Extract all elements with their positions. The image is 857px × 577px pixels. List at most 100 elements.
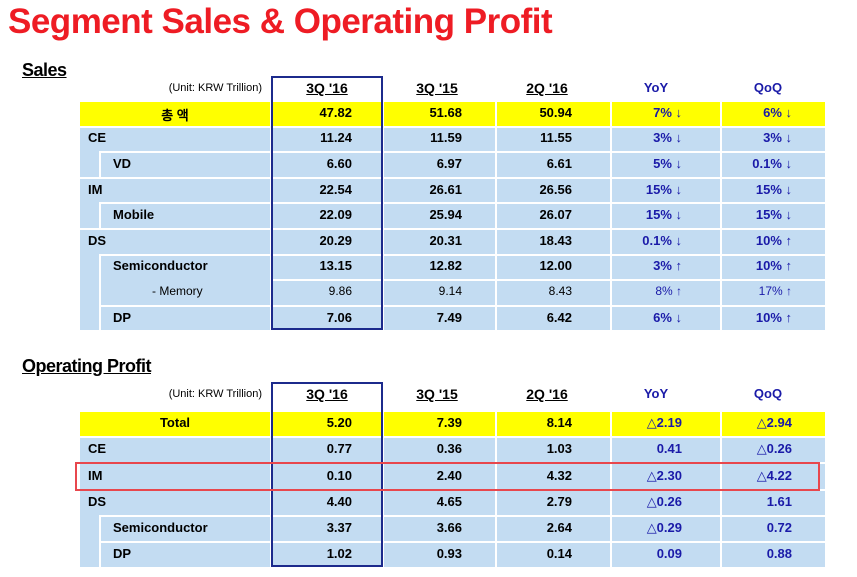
table-row (80, 228, 825, 254)
table-row (270, 279, 825, 305)
cell: △2.94 (756, 415, 792, 431)
cell: 4.65 (436, 493, 462, 509)
indent-line (99, 202, 101, 228)
cell: 22.09 (319, 207, 352, 223)
cell: 3% ↑ (653, 258, 682, 274)
cell: 8.14 (546, 415, 572, 431)
column-line (720, 100, 722, 331)
cell: 50.94 (539, 104, 572, 120)
row-label: 총 액 (161, 107, 189, 123)
cell: 0.14 (546, 546, 572, 562)
cell: 7.39 (436, 415, 462, 431)
current-quarter-box (271, 76, 383, 331)
cell: 0.77 (326, 441, 352, 457)
cell: 1.03 (546, 441, 572, 457)
cell: 6.61 (546, 156, 572, 171)
cell: 7% ↓ (653, 104, 682, 120)
table-row (100, 202, 825, 228)
cell: 51.68 (429, 104, 462, 120)
row-label: - Memory (152, 284, 203, 298)
table-row (100, 253, 825, 280)
indent-line (99, 279, 101, 305)
table-row (80, 176, 825, 203)
cell: 8% ↑ (655, 284, 682, 298)
cell: 15% ↓ (645, 207, 682, 223)
cell: 0.09 (656, 546, 682, 562)
cell: △2.19 (646, 415, 682, 431)
row-label: Mobile (113, 207, 155, 223)
highlight-box (75, 462, 820, 491)
column-header: 3Q '16 (306, 80, 348, 96)
cell: 26.07 (539, 207, 572, 223)
indent-line (99, 514, 101, 541)
cell: 10% ↑ (755, 258, 792, 274)
row-label: CE (88, 130, 107, 146)
row-label: DS (88, 493, 107, 509)
column-header: 3Q '15 (416, 80, 458, 96)
total-row (80, 100, 825, 126)
current-quarter-box (271, 382, 383, 568)
page-title: Segment Sales & Operating Profit (8, 2, 553, 41)
row-label: IM (88, 181, 103, 197)
cell: 6.42 (546, 309, 572, 325)
cell: 5% ↓ (653, 156, 682, 171)
row-label: Semiconductor (113, 519, 208, 535)
cell: 17% ↑ (758, 284, 792, 298)
column-header: QoQ (753, 386, 783, 401)
cell: 15% ↓ (755, 181, 792, 197)
cell: 0.88 (766, 546, 792, 562)
section-heading: Operating Profit (22, 356, 152, 376)
cell: 0.72 (766, 519, 792, 535)
cell: 1.02 (326, 546, 352, 562)
cell: 6.97 (436, 156, 462, 171)
total-row (80, 410, 825, 437)
cell: △0.26 (756, 441, 792, 457)
row-label: Total (159, 415, 191, 431)
cell: 10% ↑ (755, 309, 792, 325)
section-heading: Sales (22, 60, 67, 80)
cell: 4.40 (326, 493, 352, 509)
column-header: YoY (643, 386, 669, 401)
cell: △0.26 (646, 493, 682, 509)
cell: 26.56 (539, 181, 572, 197)
cell: 9.86 (328, 284, 352, 298)
table-body (80, 100, 825, 331)
cell: 26.61 (429, 181, 462, 197)
row-label: VD (113, 156, 132, 171)
column-line (382, 100, 384, 331)
cell: 7.49 (436, 309, 462, 325)
cell: 2.79 (546, 493, 572, 509)
column-header: 2Q '16 (526, 386, 568, 402)
cell: 11.55 (540, 130, 572, 146)
cell: 3.37 (326, 519, 352, 535)
column-header: YoY (643, 80, 669, 95)
row-label: DP (113, 546, 132, 562)
table-row (100, 541, 825, 567)
row-label: CE (88, 441, 107, 457)
cell: △4.22 (756, 467, 792, 483)
column-header: 3Q '15 (416, 386, 458, 402)
cell: 11.59 (430, 130, 462, 146)
cell: 6% ↓ (653, 309, 682, 325)
table-row (80, 125, 825, 152)
cell: 6% ↓ (763, 104, 792, 120)
table-row (100, 151, 825, 177)
cell: 0.1% ↓ (752, 156, 792, 171)
row-label: IM (88, 467, 103, 483)
cell: 5.20 (326, 415, 352, 431)
cell: △2.30 (646, 467, 682, 483)
cell: 12.82 (429, 258, 462, 274)
cell: 3% ↓ (763, 130, 792, 146)
cell: 10% ↑ (755, 232, 792, 248)
cell: 2.64 (546, 519, 572, 535)
cell: 3% ↓ (653, 130, 682, 146)
cell: 15% ↓ (755, 207, 792, 223)
table-row (80, 436, 825, 462)
cell: 22.54 (319, 181, 352, 197)
indent-line (99, 541, 101, 568)
row-label: DS (88, 232, 107, 248)
cell: 8.43 (548, 284, 572, 298)
cell: 7.06 (326, 309, 352, 325)
row-label: DP (113, 309, 132, 325)
